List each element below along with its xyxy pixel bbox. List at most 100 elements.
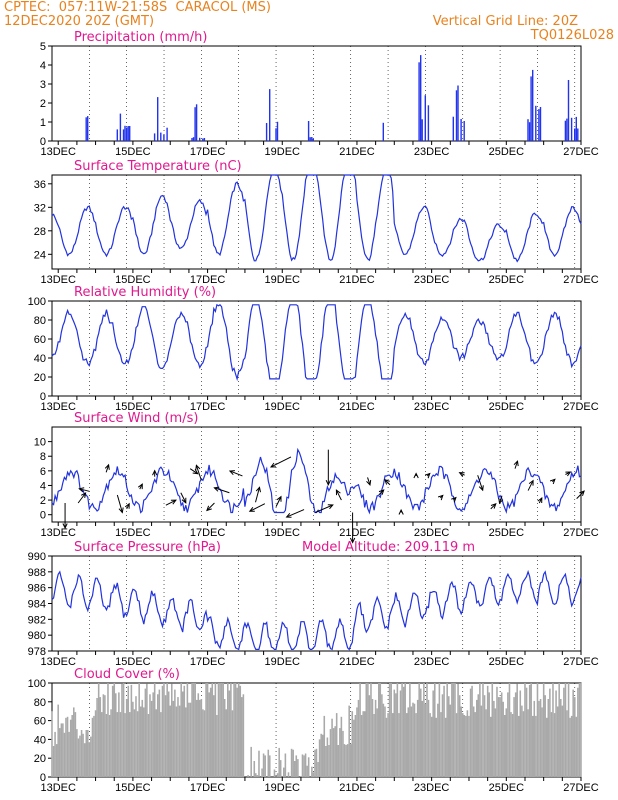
precipitation-frame [51,45,582,142]
cloud-bar [406,713,408,777]
cloud-bar [172,700,175,777]
wind-arrow-head [325,479,331,486]
temperature-series-line [51,174,582,263]
cloud-bar [558,683,560,777]
wind-arrow [189,468,198,475]
cloud-bar [514,692,517,777]
cloud-bar [340,716,343,777]
cloud-bar [329,729,332,777]
pressure-subtitle: Model Altitude: 209.119 m [302,540,475,555]
wind-arrow-head [458,472,465,478]
cloud-bar [88,742,91,777]
cloud-bar [494,708,497,777]
cloud-bar [300,776,302,777]
pressure-ytick-label: 978 [28,646,46,658]
humidity-xtick-label: 17DEC [190,401,226,413]
precipitation-ytick-label: 3 [40,79,46,91]
cloud-bar [205,683,207,777]
precipitation-bar [418,62,420,141]
wind-arrow-head [537,496,543,504]
cloud-bar [388,683,391,777]
cloud-bar [177,697,179,777]
pressure-xtick-label: 25DEC [489,656,525,668]
pressure-ytick-label: 980 [28,630,46,642]
cloud-bar [303,755,305,777]
cloud-ytick-label: 80 [34,697,46,709]
cloud-bar [102,694,105,777]
cloud-bar [407,707,410,777]
precipitation-ytick-label: 1 [40,117,46,129]
cloud-bar [476,699,478,777]
cloud-bar [410,706,413,777]
cloud-bar [376,708,378,777]
wind-arrow [315,504,333,513]
wind-arrow-head [118,507,124,514]
cloud-bar [351,711,354,777]
cloud-bar [480,705,483,777]
wind-arrow [275,496,282,507]
wind-arrow [335,489,342,501]
cloud-bar [157,694,159,777]
cloud-ytick-label: 20 [34,753,46,765]
cloud-bar [225,709,228,777]
run-date: 12DEC2020 20Z (GMT) [4,14,155,29]
cloud-bar [384,706,386,777]
pressure-xtick-label: 21DEC [339,656,375,668]
precipitation-ytick-label: 0 [40,136,46,148]
cloud-bar [524,683,526,777]
cloud-bar [223,699,226,777]
cloud-bar [342,730,344,777]
cloud-bar [412,702,414,777]
cloud-bar [200,699,203,777]
precipitation-bar [87,116,89,141]
cloud-bar [93,715,95,777]
cloud-bar [171,683,173,777]
cloud-bar [404,683,406,777]
humidity-xtick-label: 25DEC [489,401,525,413]
wind-frame [51,426,582,523]
cloud-bar [575,716,578,777]
cloud-bar [160,712,162,777]
cloud-bar [191,683,193,777]
cloud-bar [564,683,567,777]
cloud-bar [133,709,136,777]
wind-arrow [527,480,534,491]
precipitation-bar [427,105,430,141]
pressure-xtick-label: 17DEC [190,656,226,668]
cloud-bar [230,683,232,777]
cloud-bar [474,712,476,777]
cloud-bar [312,772,315,777]
humidity-xtick-label: 21DEC [339,401,375,413]
wind-arrow [384,479,391,486]
cloud-bar [208,692,210,777]
cloud-bar [194,683,196,777]
cloud-xtick-label: 27DEC [563,782,599,794]
precipitation-bar [382,122,384,141]
cloud-bar [76,729,78,777]
cloud-bar [129,712,131,777]
cloud-bar [295,755,298,777]
cloud-bar [504,715,506,777]
cloud-bar [578,683,581,777]
cloud-bar [121,683,123,777]
precipitation-bar [575,116,577,141]
cloud-bar [427,699,430,777]
cloud-bar [211,683,214,777]
wind-arrow-head [437,494,444,501]
cloud-bar [234,683,237,777]
precipitation-bar [276,121,279,141]
precipitation-bar [463,121,465,141]
cloud-bar [345,745,347,777]
cloud-bar [449,704,452,777]
humidity-ytick-label: 80 [34,315,46,327]
cloud-bar [460,706,462,777]
temperature-frame [51,174,582,270]
cloud-bar [415,713,417,777]
wind-arrow-head [192,469,199,475]
precipitation-xtick-label: 17DEC [190,146,226,158]
cloud-bar [242,694,245,777]
cloud-bar [528,684,531,777]
cloud-bar [418,683,420,777]
wind-arrow-head [269,462,277,468]
precipitation-ytick-label: 4 [40,60,46,72]
